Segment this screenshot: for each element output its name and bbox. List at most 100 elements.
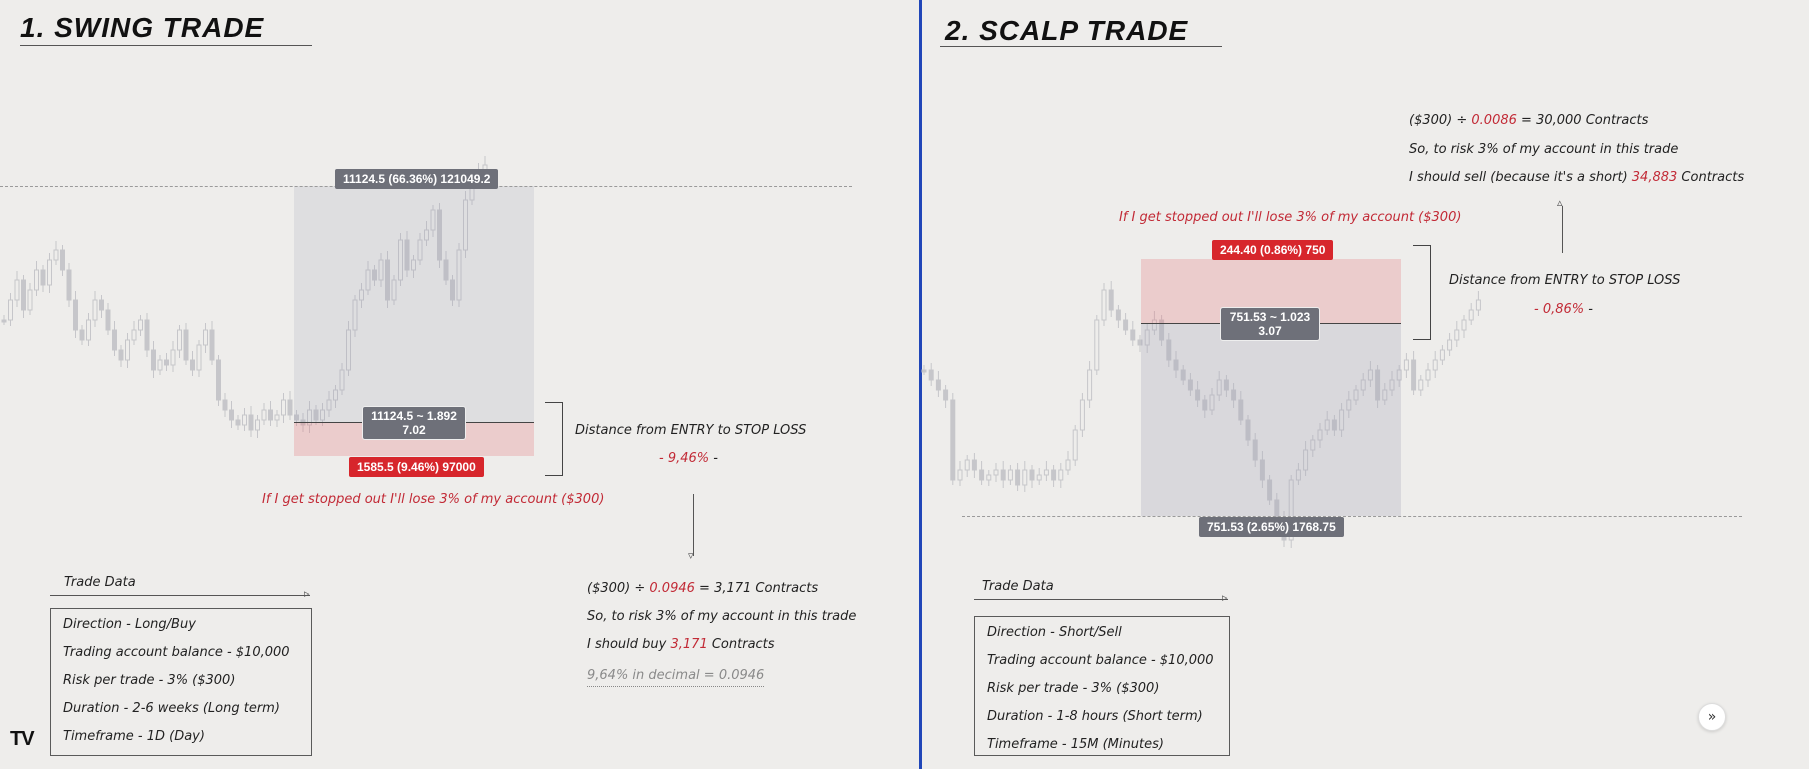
candle-body: [274, 414, 280, 421]
swing-trade-data-row: Direction - Long/Buy: [63, 617, 196, 632]
scalp-title-underline: [940, 46, 1222, 47]
candle-body: [14, 279, 20, 301]
candle-body: [950, 399, 956, 481]
scalp-candlestick-chart[interactable]: [921, 0, 1809, 769]
swing-trade-data-row: Risk per trade - 3% ($300): [63, 673, 236, 688]
scalp-arrow-up-shaft: [1562, 206, 1563, 253]
candle-body: [1389, 379, 1395, 391]
candle-body: [235, 419, 241, 426]
candle-body: [1087, 369, 1093, 401]
candle-body: [359, 289, 364, 301]
candle-body: [1022, 469, 1028, 486]
scalp-trade-data-row: Timeframe - 15M (Minutes): [987, 737, 1164, 752]
swing-title-underline: [20, 45, 312, 46]
swing-candlestick-chart[interactable]: [0, 0, 919, 769]
candle-body: [957, 469, 963, 481]
swing-stop-label: 1585.5 (9.46%) 97000: [349, 457, 484, 477]
candle-body: [1108, 289, 1114, 311]
candle-body: [73, 299, 78, 331]
candle-body: [40, 269, 46, 286]
scalp-entry-label: 751.53 ~ 1.023 3.07: [1220, 307, 1320, 341]
candle-body: [1036, 474, 1042, 481]
candle-body: [1403, 359, 1409, 371]
candle-body: [1425, 369, 1431, 381]
candle-body: [450, 279, 455, 301]
candle-body: [131, 329, 137, 341]
swing-entry-label-line2: 7.02: [402, 423, 426, 437]
scalp-trade-data-label: Trade Data: [982, 579, 1054, 594]
scalp-distance-bracket: [1413, 245, 1431, 340]
candle-body: [971, 459, 977, 471]
candle-body: [993, 469, 999, 476]
candle-body: [986, 474, 992, 481]
candle-body: [294, 414, 299, 421]
candle-body: [1252, 439, 1258, 461]
dash-right: -: [713, 451, 718, 466]
candle-body: [307, 409, 312, 426]
candle-body: [99, 299, 104, 311]
candle-body: [281, 399, 286, 416]
candle-body: [261, 409, 267, 421]
candle-body: [1360, 379, 1366, 391]
tradingview-logo-icon[interactable]: TV: [10, 728, 35, 750]
swing-trade-data-label: Trade Data: [64, 575, 136, 590]
candle-body: [346, 329, 351, 371]
candle-body: [456, 249, 462, 301]
swing-distance-value: - 9,46% -: [659, 451, 718, 466]
candle-body: [1144, 329, 1150, 346]
scalp-trade-data-row: Risk per trade - 3% ($300): [987, 681, 1160, 696]
scalp-calc-prefix: ($300) ÷: [1409, 113, 1468, 128]
candle-body: [391, 279, 397, 301]
swing-arrow-down-icon: ▿: [688, 549, 694, 562]
candle-body: [1223, 379, 1229, 391]
scalp-calc-line2: So, to risk 3% of my account in this tra…: [1409, 142, 1679, 157]
swing-calc-buy-suffix: Contracts: [711, 637, 775, 652]
swing-trade-data-row: Trading account balance - $10,000: [63, 645, 290, 660]
candle-body: [60, 249, 65, 271]
candle-body: [8, 299, 13, 321]
swing-trade-data-arrow: [50, 595, 310, 596]
candle-body: [105, 309, 111, 331]
candle-body: [1, 319, 7, 323]
candle-body: [1007, 469, 1013, 481]
candle-body: [1216, 379, 1222, 396]
candle-body: [921, 369, 927, 373]
scalp-calc-value: 0.0086: [1471, 113, 1517, 128]
candle-body: [398, 239, 403, 281]
candle-body: [1137, 339, 1143, 346]
candle-body: [411, 259, 416, 271]
candle-body: [943, 389, 949, 401]
swing-profit-zone[interactable]: [294, 186, 534, 422]
panel-divider[interactable]: [919, 0, 922, 769]
swing-calc-line2: So, to risk 3% of my account in this tra…: [587, 609, 857, 624]
candle-body: [1339, 409, 1345, 431]
candle-body: [1418, 379, 1424, 391]
candle-body: [27, 289, 33, 311]
swing-distance-note: Distance from ENTRY to STOP LOSS: [575, 423, 807, 438]
scalp-profit-zone[interactable]: [1141, 323, 1401, 516]
double-chevron-right-icon[interactable]: »: [1698, 703, 1726, 731]
candle-body: [1317, 429, 1323, 441]
swing-calc-line3: I should buy 3,171 Contracts: [587, 637, 775, 652]
swing-trade-data-box: Direction - Long/Buy Trading account bal…: [50, 608, 312, 756]
scalp-trade-data-row: Trading account balance - $10,000: [987, 653, 1214, 668]
candle-body: [255, 419, 260, 431]
candle-body: [268, 409, 273, 421]
candle-body: [164, 359, 169, 366]
candle-body: [151, 349, 156, 371]
candle-body: [157, 359, 163, 371]
candle-body: [1454, 329, 1460, 341]
candle-body: [1353, 389, 1359, 401]
scalp-distance-value: - 0,86% -: [1534, 302, 1593, 317]
swing-calc-buy-value: 3,171: [670, 637, 708, 652]
dash-left: -: [659, 451, 668, 466]
candle-body: [183, 329, 189, 361]
candle-body: [404, 239, 410, 271]
swing-calc-suffix: = 3,171 Contracts: [699, 581, 819, 596]
swing-target-label: 11124.5 (66.36%) 121049.2: [335, 169, 499, 189]
candle-body: [86, 319, 91, 341]
candle-body: [463, 199, 468, 251]
candle-body: [21, 279, 26, 311]
candle-body: [1029, 469, 1035, 481]
candle-body: [92, 299, 98, 321]
